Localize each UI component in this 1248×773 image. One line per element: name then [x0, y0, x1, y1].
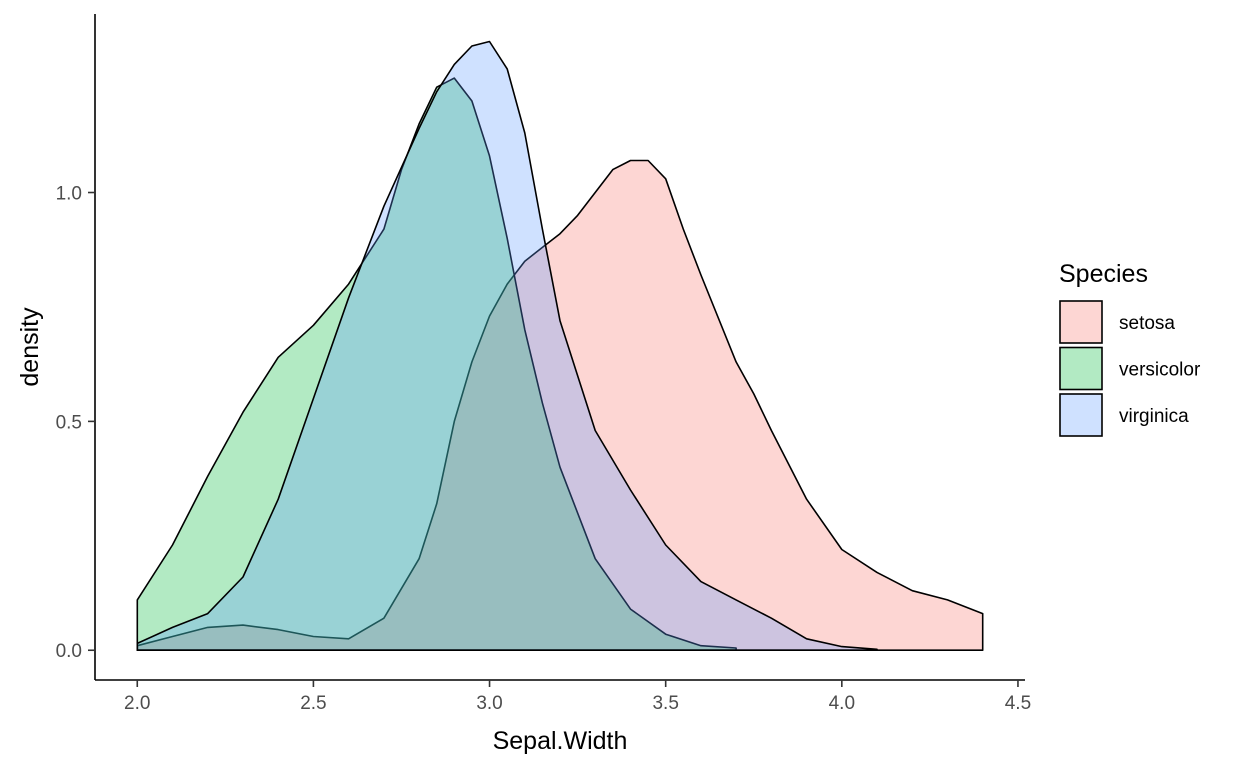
y-axis-title: density: [16, 307, 44, 387]
legend-label-versicolor: versicolor: [1119, 360, 1201, 381]
legend-label-setosa: setosa: [1119, 313, 1175, 334]
x-tick-label: 4.0: [829, 693, 855, 714]
x-tick-label: 3.5: [652, 693, 678, 714]
legend: Species setosa versicolor virginica: [1059, 260, 1201, 437]
y-tick-label: 0.0: [56, 641, 82, 662]
legend-title: Species: [1059, 260, 1148, 288]
density-area-versicolor: [136, 77, 737, 651]
density-area-virginica: [136, 40, 878, 651]
x-tick-label: 2.0: [124, 693, 150, 714]
x-tick-label: 4.5: [1005, 693, 1031, 714]
legend-key-versicolor: [1059, 346, 1103, 391]
series-layer: [136, 40, 984, 651]
y-tick-label: 1.0: [56, 184, 82, 205]
legend-key-virginica: [1059, 393, 1103, 437]
density-area-setosa: [136, 159, 984, 651]
x-tick-label: 2.5: [300, 693, 326, 714]
x-axis-title: Sepal.Width: [493, 727, 628, 755]
axes-layer: 2.0 2.5 3.0 3.5 4.0 4.5 0.0 0.5 1.0: [56, 14, 1031, 714]
y-tick-label: 0.5: [56, 412, 82, 433]
legend-label-virginica: virginica: [1119, 406, 1189, 427]
legend-key-setosa: [1059, 300, 1103, 344]
x-tick-label: 3.0: [476, 693, 502, 714]
